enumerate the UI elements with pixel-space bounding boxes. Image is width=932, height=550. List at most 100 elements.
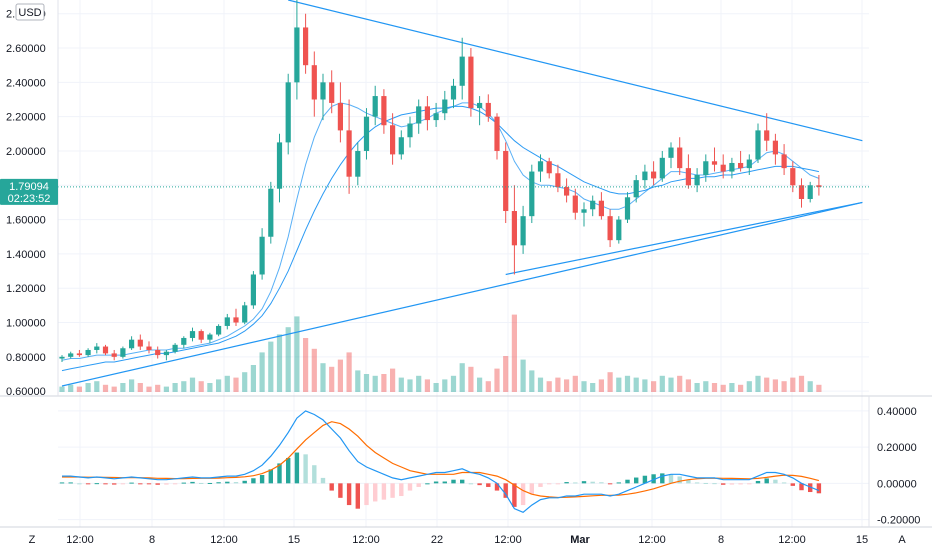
volume-bar (764, 377, 770, 392)
macd-histogram-bar (399, 483, 404, 497)
candle-body (711, 161, 718, 165)
candle-body (720, 164, 726, 172)
macd-histogram-bar (277, 463, 282, 484)
macd-histogram-bar (346, 483, 352, 506)
macd-histogram-bar (390, 483, 395, 498)
macd-histogram-bar (242, 480, 247, 484)
volume-bar (738, 384, 744, 392)
macd-histogram-bar (364, 483, 369, 506)
macd-histogram-bar (773, 479, 778, 484)
volume-bar (581, 381, 587, 392)
candle-body (503, 150, 509, 212)
volume-bar (329, 366, 335, 392)
volume-bar (259, 352, 265, 392)
candle-body (172, 344, 178, 352)
volume-bar (790, 377, 796, 392)
macd-histogram-bar (207, 482, 213, 484)
time-tick-label: 12:00 (210, 534, 238, 546)
macd-histogram-bar (520, 483, 526, 506)
auto-scale-button[interactable]: A (898, 534, 906, 546)
macd-histogram-bar (512, 483, 517, 507)
macd-histogram-bar (738, 483, 743, 485)
macd-histogram-bar (764, 478, 769, 484)
volume-bar (285, 327, 291, 392)
candle-body (407, 123, 413, 138)
grid (58, 0, 869, 527)
candle-body (189, 331, 196, 338)
macd-histogram-bar (433, 481, 439, 484)
candlesticks (59, 0, 822, 362)
trendline[interactable] (288, 0, 863, 142)
trendline[interactable] (505, 201, 863, 276)
volume-bar (816, 384, 822, 392)
volume-bar (703, 381, 709, 392)
volume-bar (529, 370, 535, 392)
price-tick-label: 1.40000 (6, 249, 46, 261)
candle-body (111, 353, 117, 357)
volume-bar (163, 386, 169, 392)
volume-bar (624, 375, 631, 392)
candle-body (816, 185, 822, 187)
macd-histogram-bar (59, 482, 65, 484)
macd-histogram-bar (721, 483, 726, 485)
volume-bar (129, 379, 135, 392)
candle-body (59, 356, 65, 359)
candle-body (398, 137, 404, 155)
volume-bar (381, 374, 387, 392)
currency-badge[interactable]: USD (15, 3, 45, 21)
macd-tick-label: 0.00000 (877, 478, 917, 490)
macd-histogram-bar (233, 482, 239, 484)
macd-histogram-bar (77, 483, 82, 485)
moving-average-line (61, 102, 820, 361)
volume-bar (268, 341, 274, 392)
candle-body (764, 130, 770, 141)
candle-body (276, 142, 283, 189)
candle-body (616, 219, 622, 241)
trendline[interactable] (61, 201, 863, 387)
candle-body (390, 125, 396, 155)
volume-bar (85, 383, 91, 392)
macd-histogram-bar (268, 469, 273, 484)
macd-histogram-bar (381, 483, 387, 500)
volume-bars (59, 314, 822, 392)
candle-body (381, 96, 387, 126)
candle-body (477, 102, 483, 109)
volume-bar (303, 338, 309, 392)
candle-body (320, 82, 326, 100)
candle-body (633, 180, 639, 198)
macd-histogram-bar (755, 480, 761, 484)
zoom-left-button[interactable]: Z (29, 534, 36, 546)
volume-bar (207, 383, 213, 392)
price-tick-label: 2.40000 (6, 77, 46, 89)
macd-histogram-bar (486, 483, 491, 487)
candle-body (337, 102, 343, 131)
macd-histogram-bar (303, 454, 308, 484)
time-tick-label: 12:00 (638, 534, 666, 546)
candle-body (677, 147, 683, 169)
candle-body (372, 96, 378, 117)
macd-histogram-bar (555, 483, 561, 485)
candle-body (94, 346, 100, 350)
candle-body (268, 188, 274, 237)
macd-histogram-bar (155, 483, 160, 485)
time-tick-label: 12:00 (352, 534, 380, 546)
currency-label: USD (18, 7, 41, 19)
candle-body (624, 197, 631, 220)
macd-histogram-bar (460, 479, 465, 484)
volume-bar (781, 381, 787, 392)
candle-body (494, 116, 500, 151)
volume-bar (807, 381, 813, 392)
volume-bar (694, 383, 700, 392)
volume-bar (398, 377, 404, 392)
candle-body (685, 168, 691, 186)
volume-bar (146, 386, 152, 392)
candle-body (259, 236, 265, 275)
moving-averages (61, 102, 820, 372)
candle-body (581, 209, 587, 213)
candle-body (146, 346, 152, 350)
volume-bar (659, 375, 665, 392)
candle-body (329, 82, 335, 103)
price-tick-label: 0.60000 (6, 386, 46, 398)
volume-bar (798, 375, 805, 392)
